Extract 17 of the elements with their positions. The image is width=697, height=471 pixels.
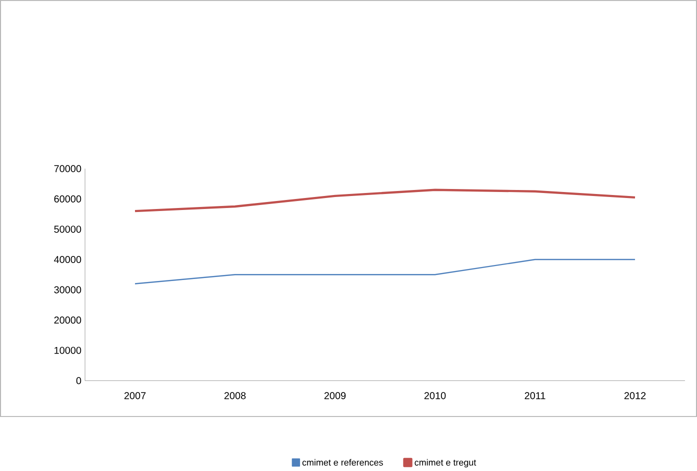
x-tick-label: 2007: [124, 392, 146, 400]
y-tick-label: 50000: [54, 226, 82, 233]
y-tick-label: 10000: [54, 346, 82, 354]
x-tick-label: 2008: [224, 392, 246, 400]
x-tick-label: 2011: [524, 392, 546, 400]
y-tick-label: 70000: [54, 165, 82, 172]
y-tick-label: 30000: [54, 286, 82, 294]
y-tick-label: 40000: [54, 256, 82, 264]
line-series: [134, 188, 636, 212]
y-tick-label: 60000: [54, 195, 82, 202]
x-tick-label: 2010: [424, 392, 446, 400]
y-tick-label: 20000: [54, 316, 82, 324]
legend-label: cmimet e references: [302, 459, 383, 466]
legend-label: cmimet e tregut: [414, 459, 476, 468]
y-tick-label: 0: [76, 377, 82, 384]
x-tick-label: 2012: [624, 392, 646, 400]
x-tick-label: 2009: [324, 392, 346, 400]
